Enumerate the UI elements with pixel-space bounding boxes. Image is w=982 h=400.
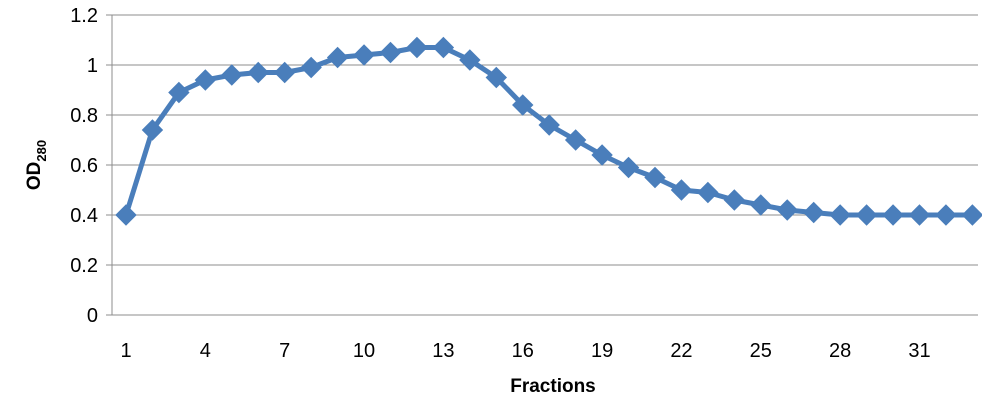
data-point-marker bbox=[300, 56, 322, 79]
data-point-marker bbox=[776, 199, 798, 221]
data-point-marker bbox=[670, 179, 693, 201]
data-point-marker bbox=[617, 156, 640, 179]
data-point-marker bbox=[432, 36, 455, 59]
data-point-marker bbox=[273, 61, 296, 84]
data-point-marker bbox=[855, 204, 878, 226]
x-tick-label: 13 bbox=[432, 340, 454, 362]
data-point-marker bbox=[882, 204, 904, 226]
data-point-marker bbox=[141, 119, 164, 141]
y-tick-label: 0 bbox=[87, 305, 98, 327]
y-tick-label: 1.2 bbox=[70, 5, 98, 27]
data-point-marker bbox=[697, 181, 719, 204]
axis-titles: Fractions OD280 bbox=[24, 140, 596, 397]
data-point-marker bbox=[115, 204, 137, 226]
data-point-marker bbox=[829, 204, 851, 226]
gridlines bbox=[112, 14, 978, 266]
y-tick-label: 0.6 bbox=[70, 155, 98, 177]
x-tick-label: 28 bbox=[829, 340, 851, 362]
x-tick-label: 19 bbox=[591, 340, 613, 362]
data-point-marker bbox=[485, 66, 508, 89]
x-tick-label: 4 bbox=[200, 340, 211, 362]
x-tick-label: 7 bbox=[279, 340, 290, 362]
x-tick-label: 31 bbox=[908, 340, 930, 362]
data-point-marker bbox=[538, 114, 560, 136]
data-point-marker bbox=[221, 64, 243, 86]
data-series bbox=[115, 36, 982, 226]
data-point-marker bbox=[353, 44, 375, 66]
data-point-marker bbox=[406, 36, 428, 59]
data-point-marker bbox=[935, 204, 957, 226]
data-point-marker bbox=[908, 204, 931, 226]
y-tick-label: 1 bbox=[87, 55, 98, 77]
x-tick-label: 22 bbox=[670, 340, 692, 362]
data-point-marker bbox=[961, 204, 982, 226]
x-tick-label: 10 bbox=[353, 340, 375, 362]
data-point-marker bbox=[802, 201, 825, 224]
data-point-marker bbox=[459, 49, 481, 71]
y-axis-title-subscript: 280 bbox=[34, 140, 49, 162]
x-tick-label: 1 bbox=[120, 340, 131, 362]
y-tick-label: 0.2 bbox=[70, 255, 98, 277]
y-axis-title-main: OD bbox=[24, 162, 45, 191]
x-tick-label: 25 bbox=[750, 340, 772, 362]
data-point-marker bbox=[723, 189, 746, 211]
y-tick-label: 0.4 bbox=[70, 205, 98, 227]
data-point-marker bbox=[750, 194, 772, 216]
x-tick-label: 16 bbox=[512, 340, 534, 362]
data-point-marker bbox=[168, 81, 190, 104]
y-axis-title: OD280 bbox=[24, 140, 49, 190]
data-point-marker bbox=[247, 61, 269, 84]
data-point-marker bbox=[644, 166, 666, 189]
tick-labels: 0 0.2 0.4 0.6 0.8 1 1.2 1 4 7 10 13 16 19 22 25 28 31 bbox=[70, 5, 930, 362]
data-point-marker bbox=[564, 129, 587, 151]
x-axis-title: Fractions bbox=[510, 376, 596, 397]
data-point-marker bbox=[326, 46, 349, 69]
data-point-marker bbox=[379, 41, 402, 64]
axes bbox=[106, 14, 978, 316]
data-point-marker bbox=[512, 94, 534, 116]
data-point-marker bbox=[194, 69, 217, 91]
y-tick-label: 0.8 bbox=[70, 105, 98, 127]
data-point-marker bbox=[591, 144, 613, 166]
